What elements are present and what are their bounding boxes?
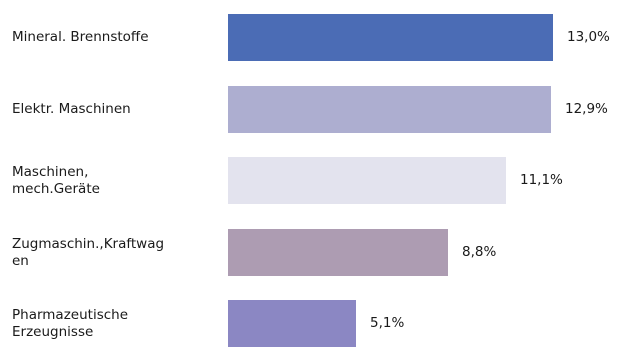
value-label: 13,0% [567,28,610,45]
category-label-line: Erzeugnisse [12,323,94,340]
bar [228,157,506,204]
value-label: 8,8% [462,243,497,260]
category-label: Elektr. Maschinen [12,101,212,118]
category-label-line: Zugmaschin.,Kraftwag [12,235,165,252]
value-label: 5,1% [370,314,405,331]
category-label: Maschinen, mech.Geräte [12,164,212,198]
category-label-line: Maschinen, [12,163,89,180]
value-label: 11,1% [520,171,563,188]
bar [228,14,553,61]
bar [228,229,448,276]
value-label: 12,9% [565,100,608,117]
category-label-line: Elektr. Maschinen [12,101,131,117]
category-label: Zugmaschin.,Kraftwag en [12,236,212,270]
bar [228,86,551,133]
category-label-line: mech.Geräte [12,180,100,197]
category-label-line: en [12,252,29,269]
category-label: Pharmazeutische Erzeugnisse [12,307,212,341]
bar [228,300,356,347]
category-label-line: Pharmazeutische [12,306,129,323]
category-label: Mineral. Brennstoffe [12,29,212,46]
category-label-line: Mineral. Brennstoffe [12,29,149,45]
